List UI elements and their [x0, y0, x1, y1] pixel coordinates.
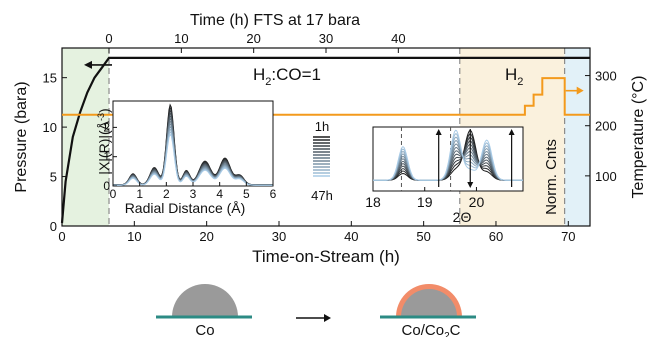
xrd-inset-frame — [372, 126, 524, 192]
temperature-line — [62, 77, 590, 116]
pressure-line — [60, 56, 590, 224]
y-left-tick-label: 5 — [50, 170, 57, 185]
bottom-axis-title: Time-on-Stream (h) — [252, 247, 400, 266]
final-zone — [564, 48, 590, 226]
right-axis-title: Temperature (°C) — [630, 76, 647, 199]
radial-x-tick-label: 4 — [216, 187, 223, 201]
xrd-x-tick-label: 18 — [365, 194, 381, 210]
radial-y-label: |X|(R)|(Å-3) — [96, 108, 112, 174]
transform-arrowhead — [324, 314, 331, 322]
radial-x-tick-label: 6 — [270, 187, 277, 201]
y-right-tick-label: 200 — [595, 119, 617, 134]
time-end-label: 47h — [311, 188, 333, 203]
y-left-tick-label: 10 — [43, 120, 57, 135]
ratio-annotation: H2:CO=1 — [253, 65, 321, 88]
top-tick-label: 40 — [391, 31, 405, 46]
top-tick-label: 10 — [174, 31, 188, 46]
radial-inset-frame — [112, 100, 274, 187]
xrd-y-label: Norm. Cnts — [543, 139, 560, 215]
x-tick-label: 50 — [416, 229, 430, 244]
activation-zone — [62, 48, 110, 226]
cobalt-core — [401, 289, 457, 317]
left-axis-title: Pressure (bara) — [13, 81, 30, 192]
radial-x-tick-label: 0 — [110, 187, 117, 201]
before-label: Co — [195, 322, 214, 337]
trend-arrowhead — [508, 129, 515, 135]
radial-y-tick-label: 1 — [103, 150, 110, 164]
radial-x-tick-label: 2 — [163, 187, 170, 201]
x-tick-label: 30 — [272, 229, 286, 244]
xrd-x-tick-label: 20 — [469, 194, 485, 210]
radial-x-label: Radial Distance (Å) — [125, 200, 246, 216]
top-tick-label: 20 — [246, 31, 260, 46]
series-layer — [60, 56, 590, 224]
x-tick-label: 70 — [561, 229, 575, 244]
top-tick-label: 30 — [319, 31, 333, 46]
radial-x-tick-label: 5 — [243, 187, 250, 201]
radial-y-tick-label: 2 — [103, 120, 110, 134]
y-right-tick-label: 100 — [595, 169, 617, 184]
x-tick-label: 40 — [344, 229, 358, 244]
xrd-x-label: 2Θ — [453, 209, 472, 225]
y-right-tick-label: 300 — [595, 69, 617, 84]
radial-y-tick-label: 0 — [103, 179, 110, 193]
xrd-curve — [373, 129, 523, 181]
radial-x-tick-label: 1 — [136, 187, 143, 201]
time-start-label: 1h — [315, 119, 329, 134]
y-left-tick-label: 0 — [50, 219, 57, 234]
pressure-arrowhead — [84, 60, 92, 69]
axis-labels: Time (h) FTS at 17 bara Time-on-Stream (h… — [13, 12, 647, 266]
x-tick-label: 60 — [489, 229, 503, 244]
x-tick-label: 10 — [127, 229, 141, 244]
top-axis-title: Time (h) FTS at 17 bara — [190, 12, 360, 29]
cobalt-particle — [172, 284, 238, 317]
time-legend: 1h 47h — [311, 119, 333, 203]
x-tick-label: 20 — [199, 229, 213, 244]
xrd-x-tick-label: 19 — [417, 194, 433, 210]
co-carbide-schematic: Co Co/Co2C — [156, 284, 476, 337]
x-tick-label: 0 — [58, 229, 65, 244]
h2-annotation: H2 — [505, 65, 523, 88]
top-tick-label: 0 — [105, 31, 112, 46]
radial-x-tick-label: 3 — [190, 187, 197, 201]
trend-arrowhead — [435, 129, 442, 135]
y-left-tick-label: 15 — [43, 71, 57, 86]
trend-arrowhead — [467, 182, 474, 188]
after-label: Co/Co2C — [402, 322, 461, 337]
temperature-arrowhead — [576, 86, 584, 95]
